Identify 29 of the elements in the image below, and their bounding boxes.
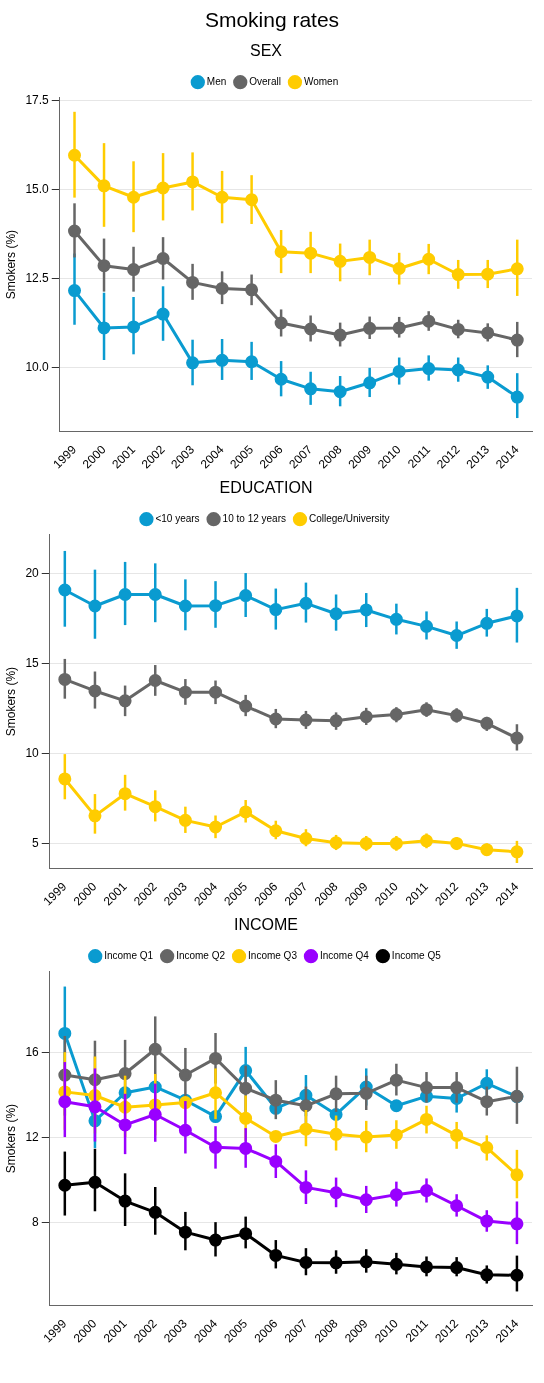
legend-label: Women	[303, 75, 339, 87]
y-tick-label: 10	[25, 746, 40, 761]
legend-label: Income Q4	[319, 949, 370, 961]
y-tick-label: 10.0	[25, 360, 50, 375]
y-tick-label: 15.0	[25, 182, 50, 197]
y-tick-label: 12.5	[25, 271, 50, 286]
legend-label: Income Q2	[176, 949, 226, 961]
legend-label: Income Q1	[104, 949, 154, 961]
legend-label: Overall	[249, 75, 281, 87]
y-tick-label: 20	[25, 566, 40, 581]
y-axis-title: Smokers (%)	[3, 666, 18, 737]
legend-label: College/University	[308, 512, 390, 524]
legend-label: Income Q5	[391, 949, 442, 961]
y-tick-label: 15	[25, 656, 40, 671]
y-tick-label: 16	[25, 1044, 40, 1059]
y-tick-label: 12	[25, 1129, 40, 1144]
legend-label: <10 years	[155, 512, 200, 524]
legend-label: Men	[206, 75, 227, 87]
chart-subtitle: SEX	[249, 42, 283, 60]
legend-label: 10 to 12 years	[222, 512, 286, 524]
chart-title: INCOME	[234, 916, 298, 934]
legend-label: Income Q3	[248, 949, 298, 961]
y-tick-label: 8	[32, 1215, 40, 1230]
chart-title: Smoking rates	[203, 7, 341, 33]
y-tick-label: 17.5	[25, 93, 50, 108]
chart-title: EDUCATION	[219, 479, 313, 497]
y-axis-title: Smokers (%)	[3, 229, 18, 300]
y-tick-label: 5	[32, 836, 40, 851]
y-axis-title: Smokers (%)	[3, 1103, 18, 1174]
